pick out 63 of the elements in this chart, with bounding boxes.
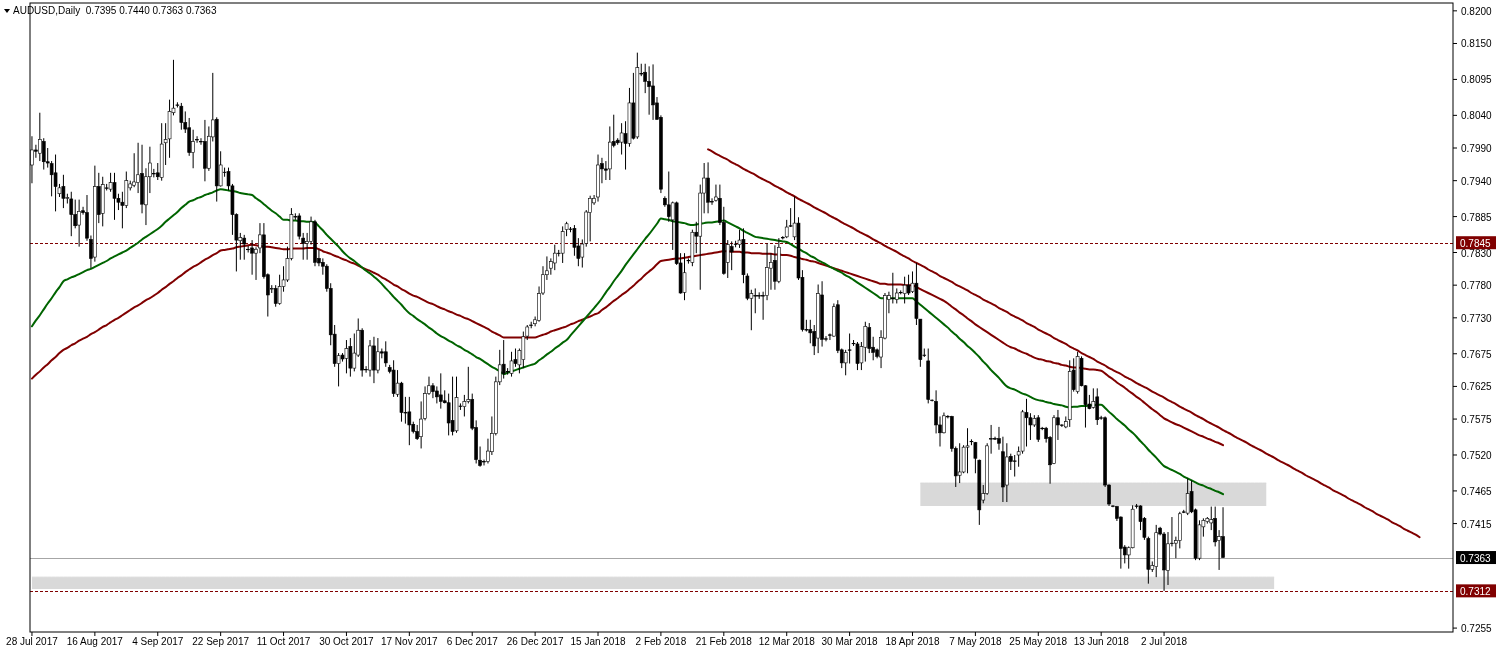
- chart-title: AUDUSD,Daily 0.7395 0.7440 0.7363 0.7363: [13, 5, 217, 16]
- x-tick-label: 28 Jul 2017: [6, 636, 59, 647]
- x-tick-label: 4 Sep 2017: [132, 636, 184, 647]
- x-tick-label: 17 Nov 2017: [380, 636, 439, 647]
- x-tick-label: 30 Mar 2018: [821, 636, 879, 647]
- candlestick: [647, 65, 651, 116]
- ref-line-label: 0.7845: [1460, 237, 1492, 249]
- candlestick: [250, 239, 254, 276]
- y-tick-label: 0.7940: [1461, 175, 1493, 187]
- x-tick-label: 7 May 2018: [949, 636, 1002, 647]
- x-tick-label: 2 Jul 2018: [1141, 636, 1188, 647]
- x-tick-label: 16 Aug 2017: [66, 636, 124, 647]
- candlestick: [891, 272, 895, 304]
- x-tick-label: 30 Oct 2017: [319, 636, 375, 647]
- y-tick-label: 0.7415: [1461, 518, 1493, 530]
- candlestick: [191, 129, 195, 169]
- x-tick-label: 26 Dec 2017: [506, 636, 564, 647]
- x-tick-label: 22 Sep 2017: [192, 636, 250, 647]
- y-tick-label: 0.7675: [1461, 348, 1493, 360]
- x-tick-label: 11 Oct 2017: [256, 636, 311, 647]
- candlestick: [69, 191, 74, 237]
- candlestick: [376, 337, 380, 374]
- x-tick-label: 25 May 2018: [1009, 636, 1068, 647]
- candlestick: [431, 382, 435, 399]
- x-tick-label: 12 Mar 2018: [758, 636, 816, 647]
- y-tick-label: 0.7730: [1461, 312, 1493, 324]
- candlestick: [297, 212, 302, 240]
- x-tick-label: 6 Dec 2017: [446, 636, 499, 647]
- y-tick-label: 0.8200: [1461, 5, 1493, 17]
- y-tick-label: 0.7575: [1461, 414, 1493, 426]
- candlestick: [77, 199, 81, 248]
- x-tick-label: 15 Jan 2018: [570, 636, 626, 647]
- y-tick-label: 0.7885: [1461, 211, 1493, 223]
- candlestick: [552, 244, 557, 271]
- candlestick: [41, 137, 46, 171]
- x-tick-label: 21 Feb 2018: [695, 636, 753, 647]
- y-tick-label: 0.7465: [1461, 485, 1493, 497]
- candlestick: [348, 337, 353, 378]
- candlestick: [808, 319, 813, 344]
- candlestick: [773, 244, 777, 291]
- candlestick: [906, 274, 911, 296]
- y-tick-label: 0.7625: [1461, 381, 1493, 393]
- candlestick: [438, 372, 443, 410]
- x-tick-label: 2 Feb 2018: [635, 636, 687, 647]
- y-tick-label: 0.7520: [1461, 449, 1493, 461]
- y-tick-label: 0.7830: [1461, 247, 1493, 259]
- x-tick-label: 18 Apr 2018: [885, 636, 940, 647]
- y-tick-label: 0.8040: [1461, 110, 1493, 122]
- y-tick-label: 0.7990: [1461, 143, 1493, 154]
- y-tick-label: 0.7780: [1461, 280, 1493, 292]
- y-tick-label: 0.7255: [1461, 623, 1493, 635]
- y-tick-label: 0.8095: [1461, 74, 1493, 86]
- ref-line-label: 0.7312: [1460, 585, 1492, 597]
- line-series: [30, 188, 1225, 496]
- y-tick-label: 0.8150: [1461, 38, 1493, 50]
- ref-line-label: 0.7363: [1460, 552, 1492, 564]
- candlestick: [729, 240, 734, 271]
- x-tick-label: 13 Jun 2018: [1073, 636, 1130, 647]
- candlestick: [501, 339, 506, 380]
- candlestick: [352, 333, 357, 372]
- candlestick: [957, 442, 962, 484]
- candlestick: [651, 63, 655, 121]
- candlestick: [179, 102, 184, 131]
